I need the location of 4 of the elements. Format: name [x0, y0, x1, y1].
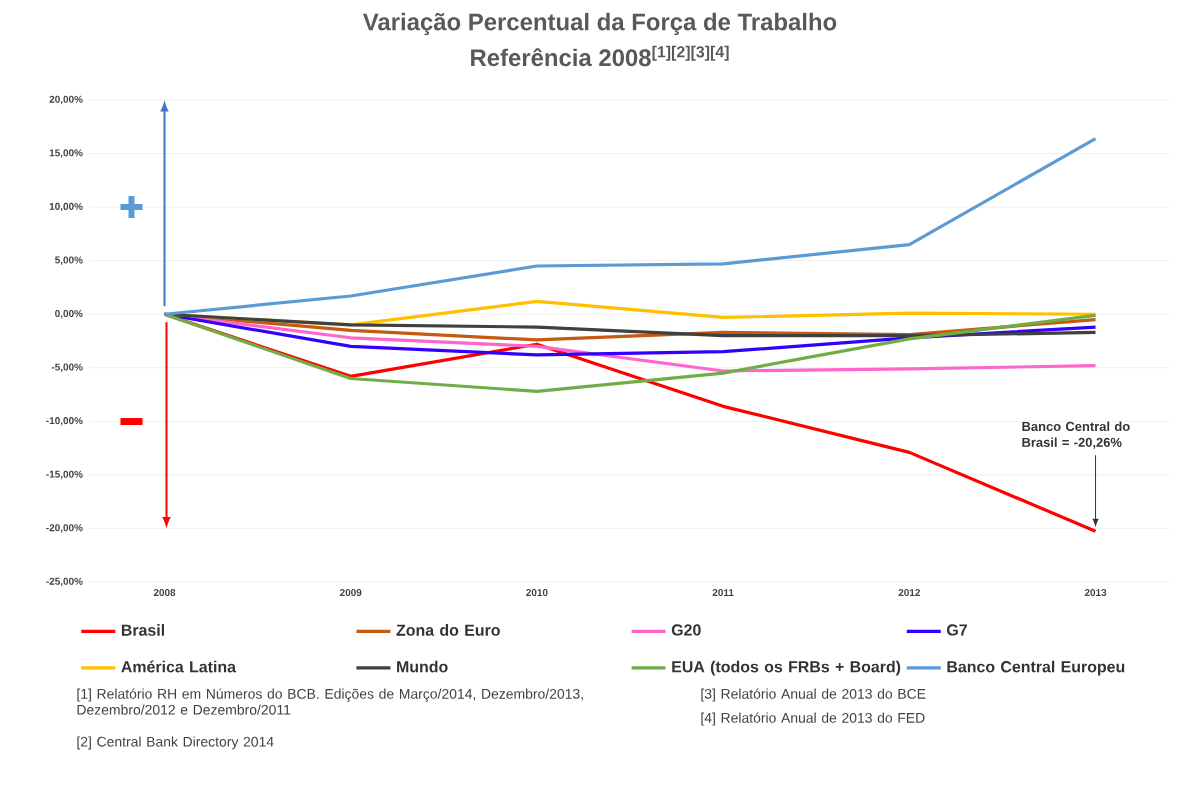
chart-subtitle: Referência 2008$^{[1][2][3][4]}$ — [471, 45, 729, 67]
line-series — [162, 136, 1098, 316]
chart-title: Variação Percentual da Força de Trabalho — [362, 12, 837, 36]
line-series — [162, 312, 1098, 393]
